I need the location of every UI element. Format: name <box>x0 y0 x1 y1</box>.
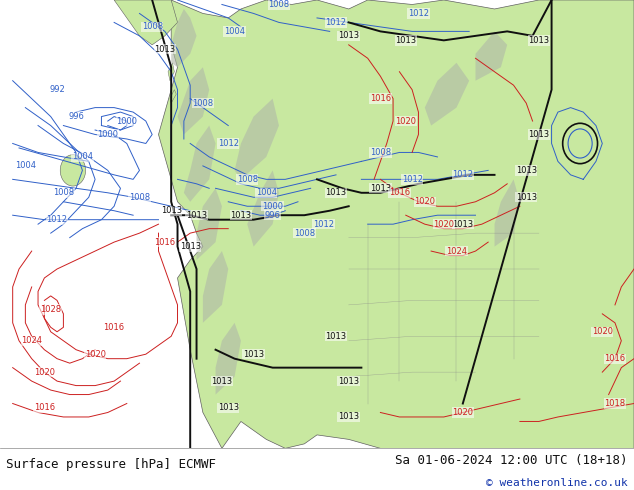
Text: 1004: 1004 <box>256 188 277 197</box>
Text: 1013: 1013 <box>179 242 201 251</box>
Text: 996: 996 <box>68 112 84 121</box>
Polygon shape <box>247 171 279 246</box>
Text: 992: 992 <box>49 85 65 94</box>
Text: 1013: 1013 <box>325 332 347 341</box>
Polygon shape <box>168 63 174 81</box>
Text: 1028: 1028 <box>40 305 61 314</box>
Text: 1020: 1020 <box>452 408 474 417</box>
Polygon shape <box>184 125 216 202</box>
Text: 1013: 1013 <box>515 166 537 175</box>
Text: 1013: 1013 <box>528 36 550 45</box>
Polygon shape <box>425 63 469 125</box>
Text: 1012: 1012 <box>325 18 347 27</box>
Text: 1013: 1013 <box>230 211 252 220</box>
Text: 1016: 1016 <box>103 323 125 332</box>
Text: 1024: 1024 <box>21 336 42 345</box>
Text: 1020: 1020 <box>592 327 613 336</box>
Text: Sa 01-06-2024 12:00 UTC (18+18): Sa 01-06-2024 12:00 UTC (18+18) <box>395 454 628 466</box>
Text: 1013: 1013 <box>211 377 233 386</box>
Text: 1004: 1004 <box>224 27 245 36</box>
Text: 1013: 1013 <box>325 188 347 197</box>
Text: 1012: 1012 <box>408 9 429 18</box>
Text: 1012: 1012 <box>46 215 68 224</box>
Text: © weatheronline.co.uk: © weatheronline.co.uk <box>486 477 628 488</box>
Polygon shape <box>197 188 222 260</box>
Text: 1016: 1016 <box>34 403 55 413</box>
Polygon shape <box>203 251 228 323</box>
Text: 1013: 1013 <box>395 36 417 45</box>
Text: 1012: 1012 <box>313 220 334 229</box>
Text: 1004: 1004 <box>72 152 93 161</box>
Text: 1013: 1013 <box>515 193 537 202</box>
Text: 1008: 1008 <box>53 188 74 197</box>
Polygon shape <box>114 0 178 45</box>
Text: 1013: 1013 <box>160 206 182 215</box>
Text: 996: 996 <box>264 211 281 220</box>
Text: 1004: 1004 <box>15 161 36 171</box>
Text: 1013: 1013 <box>186 211 207 220</box>
Text: 1024: 1024 <box>446 246 467 256</box>
Polygon shape <box>178 67 209 135</box>
Text: 1008: 1008 <box>141 23 163 31</box>
Text: 1008: 1008 <box>370 148 391 157</box>
Text: 1008: 1008 <box>294 229 315 238</box>
Polygon shape <box>216 323 241 394</box>
Text: 1008: 1008 <box>192 98 214 108</box>
Text: 1020: 1020 <box>395 117 417 125</box>
Polygon shape <box>495 179 520 246</box>
Polygon shape <box>171 9 197 67</box>
Text: 1000: 1000 <box>97 130 119 139</box>
Text: 1020: 1020 <box>34 368 55 377</box>
Text: 1016: 1016 <box>154 238 176 246</box>
Text: 1000: 1000 <box>116 117 138 125</box>
Polygon shape <box>158 0 634 448</box>
Text: 1013: 1013 <box>217 403 239 413</box>
Polygon shape <box>235 98 279 179</box>
Ellipse shape <box>60 155 86 186</box>
Text: 1012: 1012 <box>452 171 474 179</box>
Text: 1013: 1013 <box>452 220 474 229</box>
Text: 1008: 1008 <box>236 175 258 184</box>
Text: 1020: 1020 <box>433 220 455 229</box>
Text: 1013: 1013 <box>528 130 550 139</box>
Text: 1000: 1000 <box>262 202 283 211</box>
Text: 1013: 1013 <box>243 350 264 359</box>
Text: 1008: 1008 <box>268 0 290 9</box>
Polygon shape <box>476 31 507 81</box>
Text: 1018: 1018 <box>604 399 626 408</box>
Text: 1016: 1016 <box>604 354 626 363</box>
Text: 1013: 1013 <box>338 377 359 386</box>
Text: 1013: 1013 <box>370 184 391 193</box>
Text: 1013: 1013 <box>154 45 176 54</box>
Text: 1020: 1020 <box>414 197 436 206</box>
Text: 1012: 1012 <box>217 139 239 148</box>
Text: Surface pressure [hPa] ECMWF: Surface pressure [hPa] ECMWF <box>6 458 216 471</box>
Text: 1013: 1013 <box>338 413 359 421</box>
Polygon shape <box>170 90 176 103</box>
Text: 1012: 1012 <box>401 175 423 184</box>
Text: 1016: 1016 <box>389 188 410 197</box>
Text: 1016: 1016 <box>370 94 391 103</box>
Text: 1020: 1020 <box>84 350 106 359</box>
Text: 1013: 1013 <box>338 31 359 40</box>
Text: 1008: 1008 <box>129 193 150 202</box>
